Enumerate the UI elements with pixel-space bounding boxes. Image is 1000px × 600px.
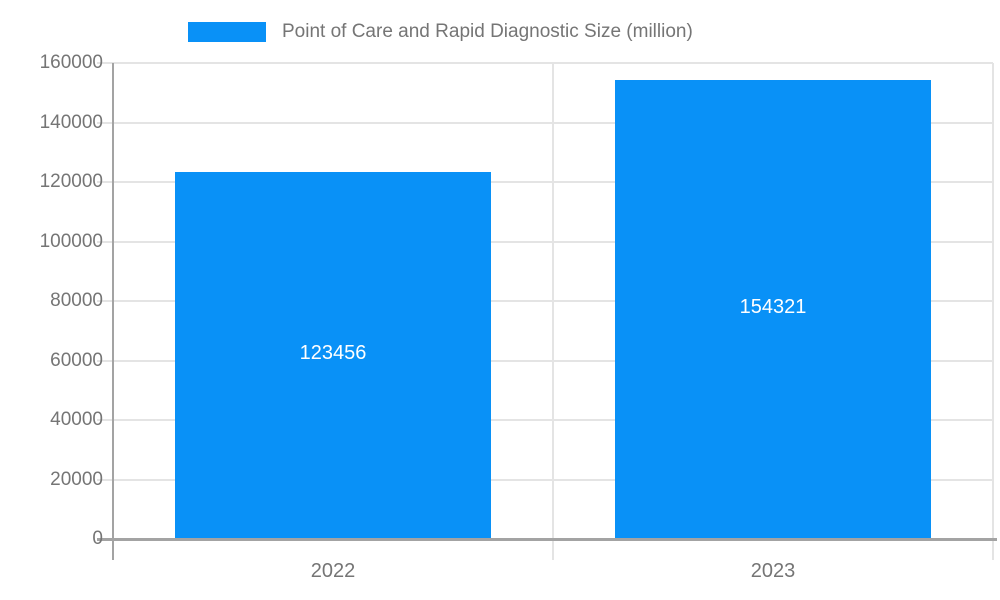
legend: Point of Care and Rapid Diagnostic Size … — [188, 21, 693, 43]
x-axis-tick-label: 2023 — [750, 560, 796, 582]
y-axis-tick-label: 20000 — [50, 468, 103, 490]
y-axis-tick-label: 0 — [92, 528, 103, 549]
y-axis-tick-label: 120000 — [39, 171, 103, 192]
bar-value-label: 154321 — [739, 296, 807, 319]
gridline-horizontal — [97, 419, 993, 421]
gridline-horizontal — [97, 300, 993, 302]
y-axis-tick-label: 140000 — [39, 111, 103, 133]
bar-2022 — [175, 171, 491, 539]
x-axis-tick-label: 2022 — [310, 560, 356, 582]
gridline-horizontal — [97, 359, 993, 362]
x-axis-line — [97, 538, 997, 541]
gridline-horizontal — [97, 181, 993, 183]
y-axis-tick-label: 40000 — [50, 409, 103, 430]
gridline-horizontal — [97, 121, 993, 124]
legend-swatch — [188, 22, 266, 42]
legend-label: Point of Care and Rapid Diagnostic Size … — [282, 21, 693, 42]
y-axis-tick-label: 60000 — [50, 349, 103, 371]
bar-2023 — [615, 79, 931, 539]
gridline-vertical — [992, 63, 994, 560]
gridline-horizontal — [97, 240, 993, 243]
y-axis-tick-label: 100000 — [39, 230, 103, 252]
y-axis-tick-label: 80000 — [50, 290, 103, 311]
gridline-vertical — [552, 63, 554, 560]
gridline-horizontal — [97, 62, 993, 64]
y-axis-line — [112, 63, 114, 560]
y-axis-tick-label: 160000 — [39, 52, 103, 73]
bar-value-label: 123456 — [299, 342, 367, 365]
gridline-horizontal — [97, 478, 993, 481]
